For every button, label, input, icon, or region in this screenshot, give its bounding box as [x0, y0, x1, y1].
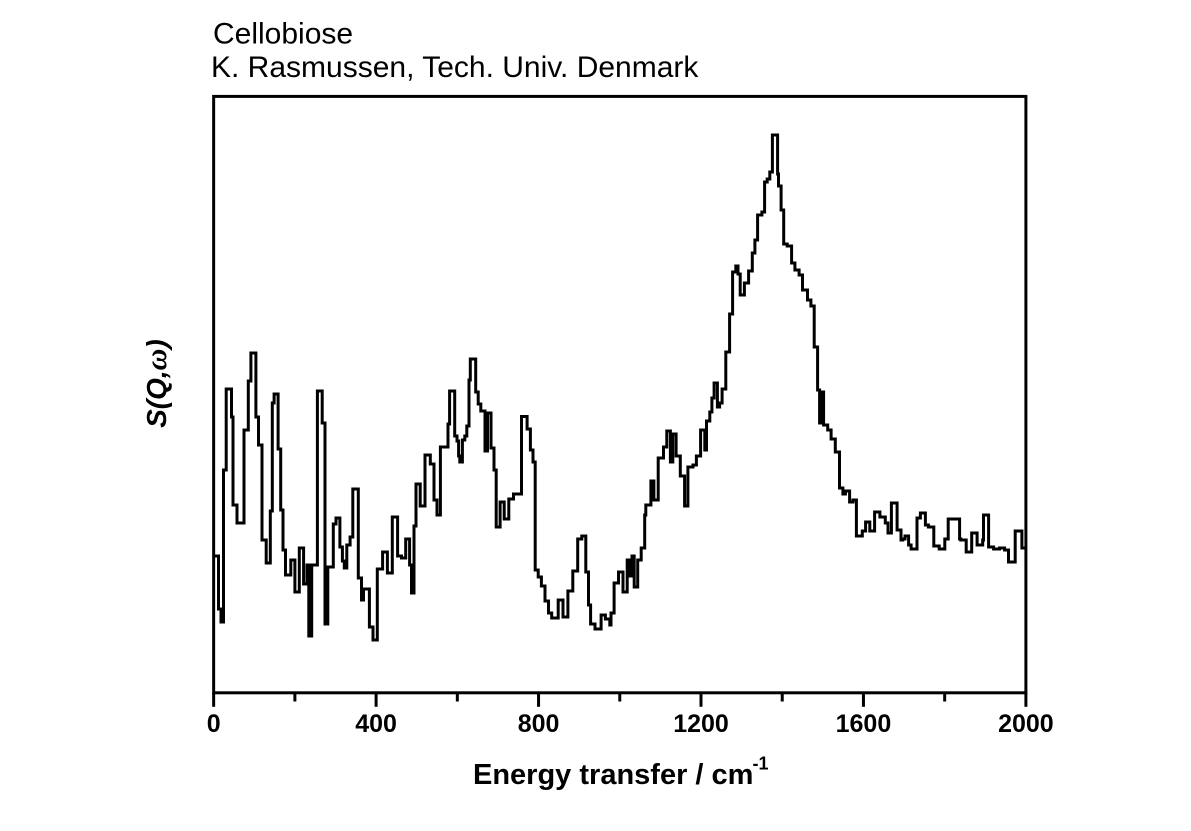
svg-text:2000: 2000: [998, 710, 1054, 738]
svg-text:0: 0: [207, 710, 221, 738]
svg-text:Energy transfer / cm: Energy transfer / cm: [473, 759, 753, 791]
svg-text:1600: 1600: [836, 710, 892, 738]
svg-text:1200: 1200: [673, 710, 729, 738]
svg-text:400: 400: [355, 710, 397, 738]
svg-text:-1: -1: [753, 754, 769, 774]
svg-text:Cellobiose: Cellobiose: [213, 18, 353, 51]
svg-text:K. Rasmussen, Tech. Univ. Denm: K. Rasmussen, Tech. Univ. Denmark: [211, 51, 699, 84]
svg-text:S(Q,ω): S(Q,ω): [140, 339, 173, 428]
svg-text:800: 800: [518, 710, 560, 738]
